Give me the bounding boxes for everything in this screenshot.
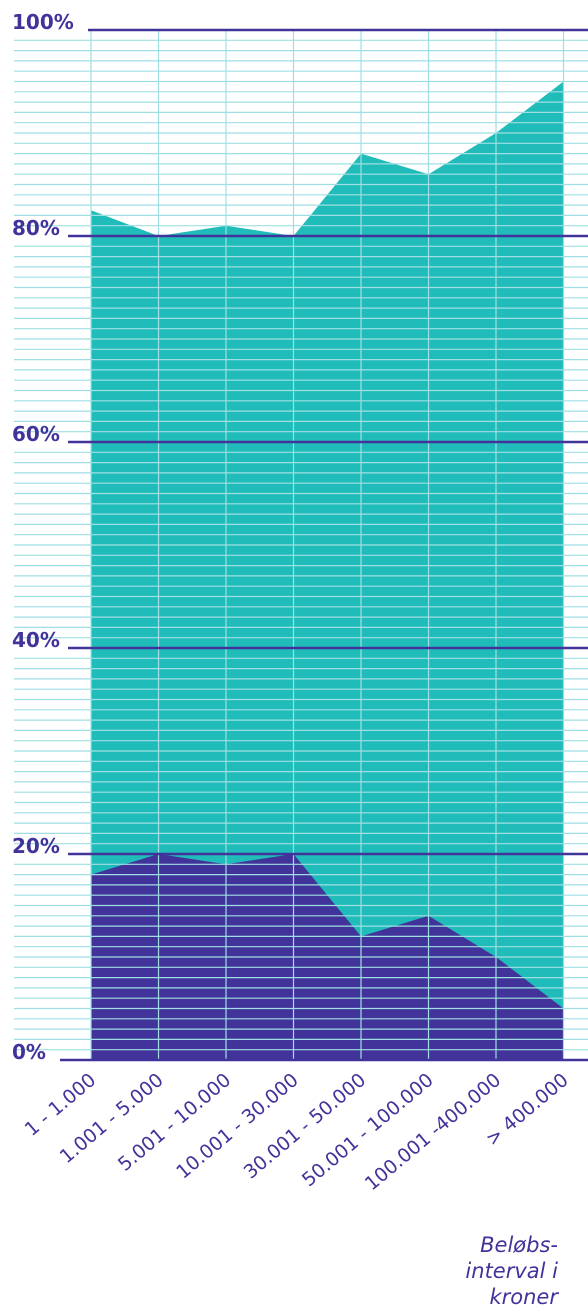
x-tick-label: 30.001 - 50.000	[240, 1069, 371, 1183]
y-tick-label: 20%	[12, 834, 60, 858]
y-tick-label: 100%	[12, 10, 74, 34]
x-tick-label: 10.001 - 30.000	[172, 1069, 303, 1183]
y-tick-label: 60%	[12, 422, 60, 446]
x-axis-title-line: interval i	[465, 1259, 558, 1283]
y-tick-label: 40%	[12, 628, 60, 652]
x-axis-title-line: Beløbs-	[480, 1233, 558, 1257]
x-axis-title-line: kroner	[489, 1285, 559, 1309]
series-2-area	[91, 81, 564, 1060]
x-tick-label: 5.001 - 10.000	[114, 1069, 235, 1176]
y-tick-label: 0%	[12, 1040, 46, 1064]
y-tick-label: 80%	[12, 216, 60, 240]
